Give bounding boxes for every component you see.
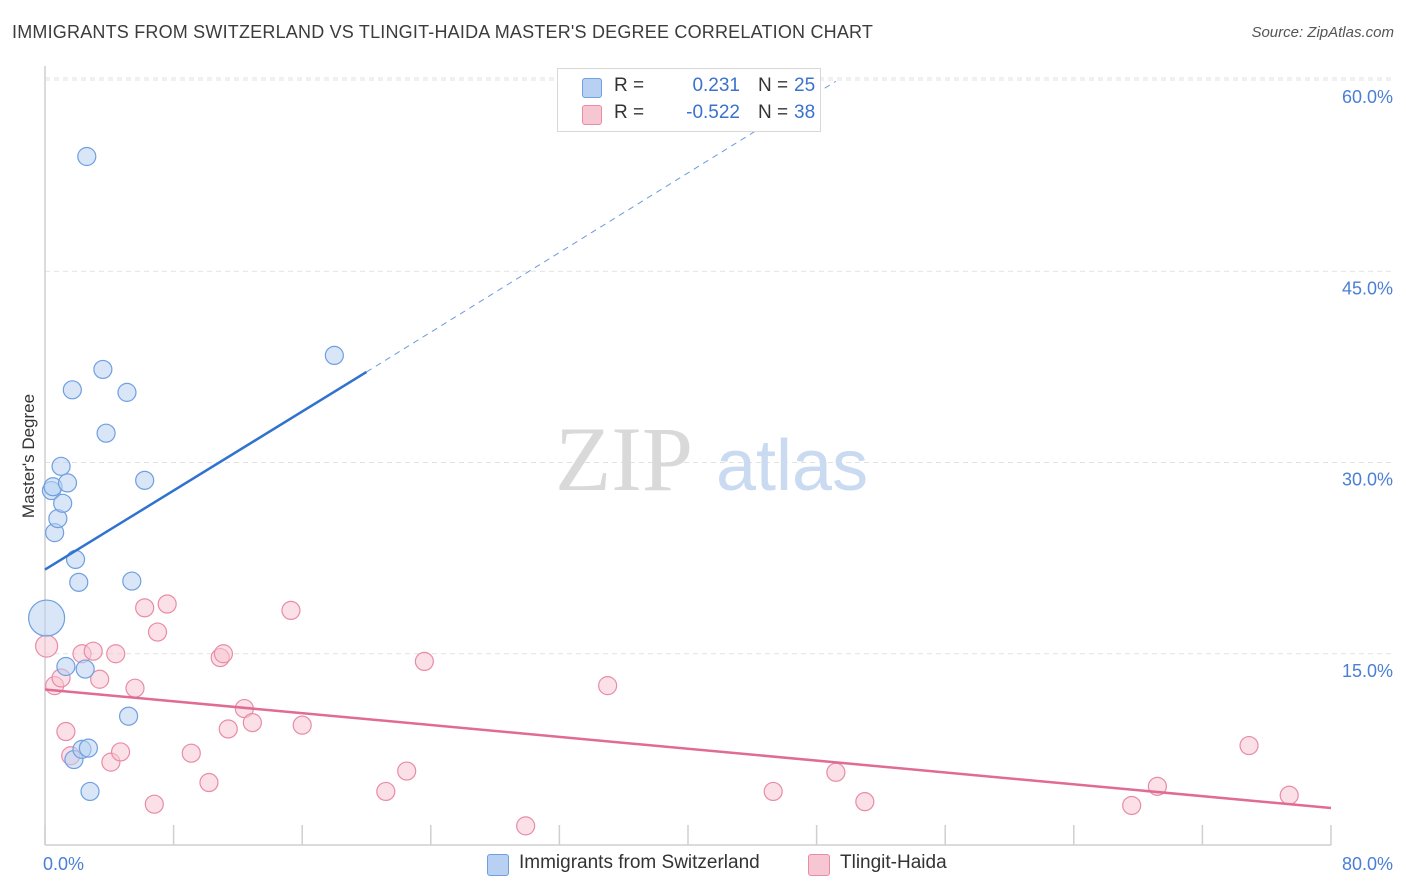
- point-tlingit-haida: [292, 715, 312, 735]
- y-tick-label: 15.0%: [1342, 661, 1393, 681]
- point-tlingit-haida: [125, 678, 145, 698]
- point-switzerland: [51, 456, 71, 476]
- bottom-legend-label: Tlingit-Haida: [840, 852, 947, 873]
- point-switzerland: [117, 382, 137, 402]
- point-switzerland: [62, 380, 82, 400]
- point-switzerland: [77, 146, 97, 167]
- point-switzerland: [65, 549, 86, 570]
- point-switzerland: [75, 659, 95, 679]
- source-label: Source: ZipAtlas.com: [1251, 24, 1394, 41]
- point-tlingit-haida: [110, 742, 131, 762]
- bottom-legend-swatch-blue: [487, 854, 509, 876]
- grid-lines: [45, 77, 1393, 655]
- point-switzerland: [69, 572, 89, 592]
- trend-extension-switzerland: [366, 80, 837, 373]
- bottom-legend-label: Immigrants from Switzerland: [519, 852, 760, 873]
- point-switzerland: [57, 473, 78, 493]
- watermark-atlas: atlas: [716, 426, 868, 506]
- y-tick-label: 60.0%: [1342, 87, 1393, 107]
- legend-r-value: -0.522: [686, 102, 740, 123]
- point-switzerland: [93, 359, 113, 380]
- y-tick-label: 45.0%: [1342, 278, 1393, 298]
- legend-r-value: 0.231: [692, 75, 740, 96]
- legend-r-label: R =: [614, 102, 645, 123]
- x-tick-label-min: 0.0%: [43, 854, 84, 874]
- legend-n-label: N =: [758, 75, 789, 96]
- point-tlingit-haida: [598, 676, 618, 696]
- point-tlingit-haida: [281, 600, 301, 621]
- point-tlingit-haida: [135, 598, 155, 618]
- bottom-legend-swatch-pink: [808, 854, 830, 876]
- point-tlingit-haida: [157, 594, 177, 614]
- point-tlingit-haida: [826, 762, 846, 782]
- chart-title: IMMIGRANTS FROM SWITZERLAND VS TLINGIT-H…: [12, 22, 874, 42]
- axes: [44, 66, 1332, 846]
- point-tlingit-haida: [414, 651, 434, 672]
- y-axis-label: Master's Degree: [19, 394, 38, 518]
- point-switzerland: [324, 345, 344, 365]
- point-tlingit-haida: [516, 816, 536, 836]
- point-tlingit-haida: [83, 641, 103, 661]
- legend-n-value: 25: [794, 75, 816, 96]
- legend-swatch-pink: [582, 105, 602, 125]
- point-tlingit-haida: [90, 669, 110, 689]
- legend-r-label: R =: [614, 75, 645, 96]
- legend-swatch-blue: [582, 78, 602, 98]
- trend-line-switzerland: [44, 370, 368, 571]
- data-points: [28, 146, 1299, 836]
- legend-n-label: N =: [758, 102, 789, 123]
- correlation-legend: R = 0.231 N = 25 R = -0.522 N = 38: [557, 68, 821, 132]
- watermark-zip: ZIP: [555, 408, 693, 510]
- trend-line-tlingit-haida: [44, 688, 1332, 810]
- x-tick-label-max: 80.0%: [1342, 854, 1393, 874]
- point-tlingit-haida: [397, 761, 417, 781]
- point-tlingit-haida: [1122, 795, 1142, 816]
- point-switzerland: [56, 656, 76, 677]
- point-tlingit-haida: [1279, 785, 1299, 805]
- watermark: ZIP atlas: [555, 408, 868, 510]
- point-tlingit-haida: [242, 712, 262, 733]
- point-tlingit-haida: [213, 644, 234, 664]
- point-switzerland: [122, 571, 142, 591]
- point-switzerland: [28, 599, 66, 637]
- point-tlingit-haida: [218, 719, 238, 739]
- point-switzerland: [118, 706, 139, 726]
- point-switzerland: [53, 493, 73, 513]
- point-tlingit-haida: [855, 792, 875, 812]
- legend-n-value: 38: [794, 102, 816, 123]
- point-tlingit-haida: [181, 743, 201, 763]
- point-tlingit-haida: [147, 622, 168, 642]
- point-switzerland: [96, 423, 116, 443]
- point-tlingit-haida: [763, 781, 783, 802]
- point-tlingit-haida: [1239, 735, 1259, 756]
- tick-labels: 15.0% 30.0% 45.0% 60.0% 0.0% 80.0%: [43, 87, 1393, 874]
- point-switzerland: [78, 738, 99, 758]
- trend-lines: [44, 80, 1332, 810]
- point-tlingit-haida: [56, 721, 76, 742]
- point-tlingit-haida: [144, 794, 164, 814]
- point-tlingit-haida: [376, 781, 396, 802]
- point-switzerland: [135, 470, 155, 490]
- y-tick-label: 30.0%: [1342, 470, 1393, 490]
- point-switzerland: [80, 781, 100, 802]
- point-tlingit-haida: [35, 634, 59, 658]
- point-tlingit-haida: [199, 772, 219, 793]
- point-tlingit-haida: [106, 644, 126, 664]
